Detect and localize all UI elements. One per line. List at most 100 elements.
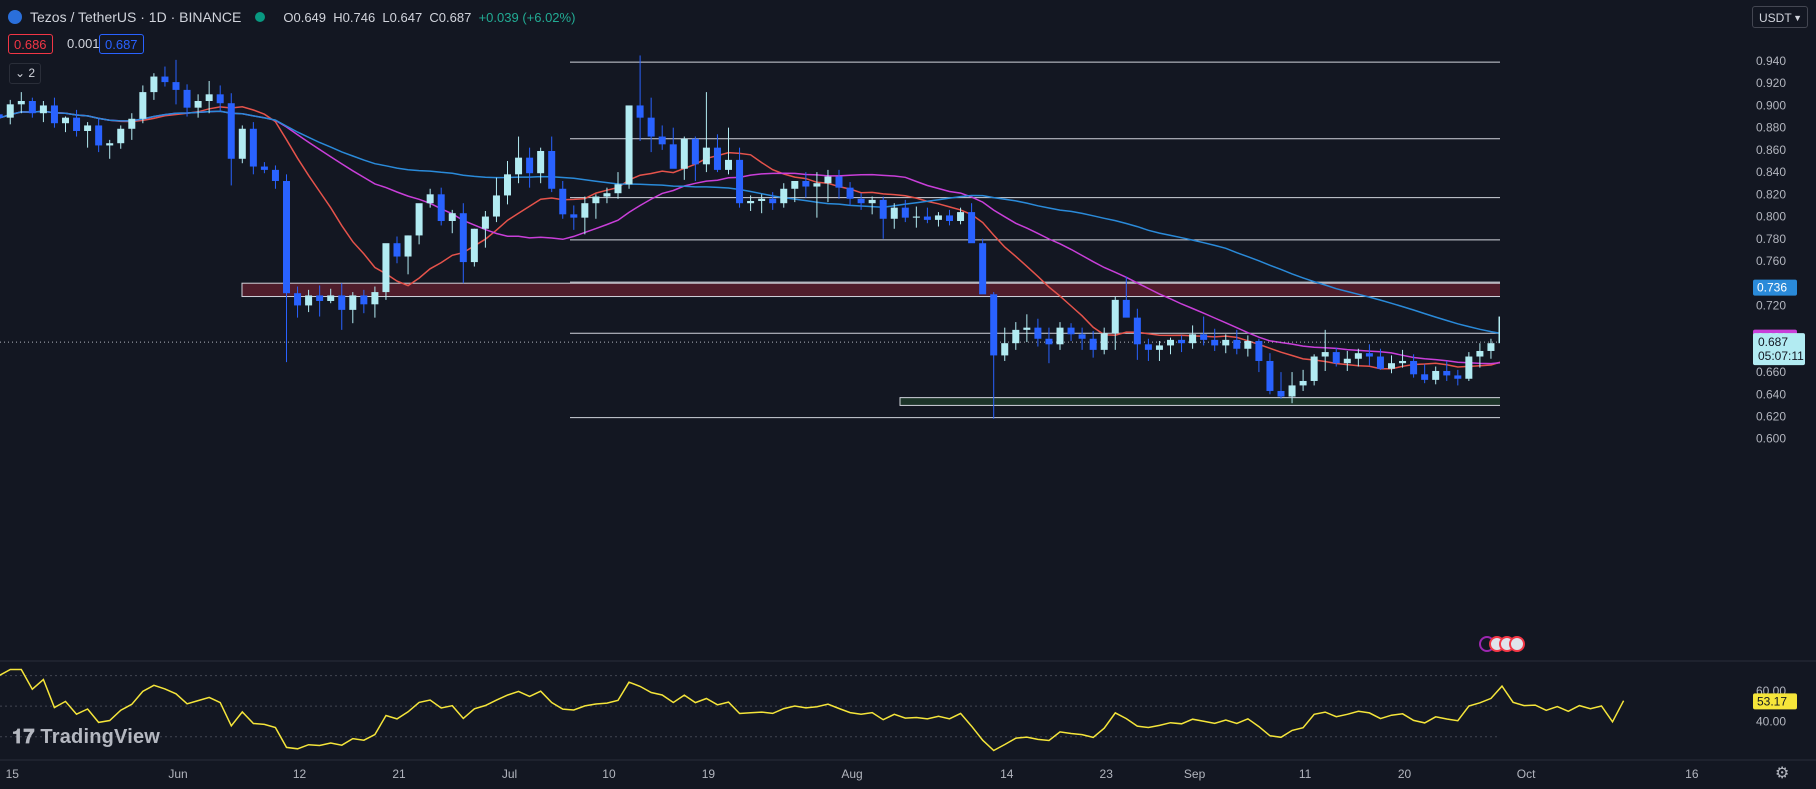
candle-body [1476,350,1484,357]
price-tick-label: 0.940 [1756,54,1786,68]
time-axis-label: 19 [702,767,716,781]
ma-short-line [0,106,1624,370]
candle-body [1255,340,1263,361]
candle-body [1222,339,1230,346]
candle-body [1432,370,1440,380]
rsi-tick-label: 40.00 [1756,714,1786,728]
event-markers[interactable] [1479,636,1525,652]
candle-body [227,103,235,159]
candle-body [437,194,445,221]
price-tick-label: 0.620 [1756,410,1786,424]
candle-body [1310,356,1318,381]
candle-body [382,243,390,293]
candle-body [868,199,876,204]
candle-body [1343,358,1351,364]
candle-body [537,150,545,174]
sell-price-button[interactable]: 0.686 [8,34,53,54]
candle-body [1078,334,1086,339]
candle-body [470,228,478,263]
time-axis-label: 12 [293,767,307,781]
price-tick-label: 0.760 [1756,254,1786,268]
ohlc-readout: O0.649 H0.746 L0.647 C0.687 +0.039 (+6.0… [283,10,575,25]
candle-body [448,213,456,221]
candle-body [736,159,744,204]
candle-body [459,213,467,263]
candle-body [1266,360,1274,391]
us-flag-icon [1509,636,1525,652]
candle-body [1100,333,1108,350]
candle-body [172,82,180,90]
candle-body [283,180,290,294]
time-axis-label: 16 [1685,767,1699,781]
candle-body [526,157,534,174]
time-axis-label: Sep [1184,767,1206,781]
countdown-timer: 05:07:11 [1758,349,1804,363]
time-axis-label: 23 [1100,767,1114,781]
price-tick-label: 0.660 [1756,365,1786,379]
candle-body [625,105,633,185]
price-tick-label: 0.920 [1756,76,1786,90]
candle-body [95,125,103,146]
resistance-zone [241,282,1529,298]
candle-body [979,243,987,295]
candle-body [769,198,777,204]
candle-body [824,176,832,184]
candle-body [84,125,92,131]
candle-body [1155,345,1163,350]
candle-body [1365,353,1373,357]
candle-body [780,188,788,204]
rsi-value-badge [1753,693,1797,710]
candle-body [713,147,721,170]
candle-body [139,92,147,119]
indicators-toggle-button[interactable]: ⌄ 2 [9,63,41,84]
candle-body [161,76,169,83]
price-tick-label: 0.900 [1756,98,1786,112]
price-badge-label: 0.736 [1757,281,1787,295]
candle-body [570,214,578,218]
candle-body [128,118,136,129]
candle-body [725,159,732,170]
candle-body [912,216,920,218]
settings-gear-icon[interactable]: ⚙ [1775,765,1790,782]
candle-body [1465,356,1473,379]
candle-body [183,89,191,108]
price-badge [1753,279,1797,296]
candle-body [669,144,677,169]
candle-body [1410,360,1418,375]
candle-body [327,295,335,301]
candle-body [1034,327,1042,339]
price-tick-label: 0.720 [1756,298,1786,312]
price-tick-label: 0.780 [1756,232,1786,246]
candle-body [1200,334,1208,340]
candle-body [1211,339,1219,346]
candle-body [857,198,865,204]
candle-body [404,235,412,257]
ohlc-open: O0.649 [283,9,327,25]
symbol-title[interactable]: Tezos / TetherUS · 1D · BINANCE [30,9,242,25]
candle-body [1288,385,1296,397]
candle-body [371,292,379,305]
rsi-line [0,668,1625,752]
candle-body [73,117,81,131]
candle-body [260,166,268,170]
candle-body [249,128,257,167]
candle-body [106,143,114,146]
candle-body [1067,327,1075,335]
price-axis-bg [1500,0,1816,760]
candle-body [791,180,799,189]
candle-body [1299,380,1307,386]
buy-price-button[interactable]: 0.687 [99,34,144,54]
candle-body [338,295,346,310]
candle-body [1443,370,1451,376]
candle-body [349,295,357,310]
candle-body [1244,340,1252,349]
candle-body [923,216,931,220]
candle-body [1001,343,1009,356]
currency-select[interactable]: USDT ▼ [1752,6,1808,28]
ohlc-high: H0.746 [333,9,376,25]
time-axis-label: 15 [6,767,20,781]
candle-body [1023,327,1031,330]
candle-body [1233,339,1241,349]
candle-body [901,207,909,218]
